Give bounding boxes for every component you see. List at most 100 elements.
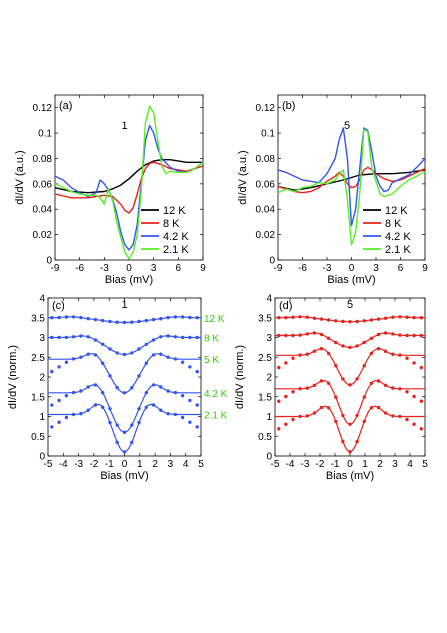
- data-point: [180, 315, 185, 319]
- data-point: [355, 319, 359, 324]
- x-axis-label: Bias (mV): [100, 470, 148, 482]
- data-point: [369, 336, 374, 340]
- legend-label: 2.1 K: [163, 244, 189, 256]
- data-point: [405, 417, 409, 422]
- data-point: [355, 377, 359, 381]
- data-point: [355, 344, 359, 348]
- data-point: [312, 316, 317, 320]
- x-axis-label: Bias (mV): [327, 274, 375, 286]
- data-point: [348, 345, 352, 350]
- series-line: [277, 166, 426, 194]
- data-point: [50, 425, 54, 429]
- data-point: [57, 335, 61, 340]
- x-tick-label: 6: [398, 263, 404, 274]
- data-point: [398, 333, 402, 337]
- data-point: [362, 340, 366, 345]
- x-tick-label: -1: [331, 459, 340, 470]
- y-tick-label: 0.12: [256, 103, 276, 114]
- y-tick-label: 0.1: [261, 129, 275, 140]
- data-point: [412, 394, 416, 399]
- data-point: [57, 398, 61, 403]
- y-tick-label: 0: [266, 452, 272, 463]
- data-point: [305, 315, 309, 319]
- data-point: [305, 414, 309, 418]
- data-point: [319, 332, 324, 337]
- data-point: [405, 333, 409, 338]
- x-axis-label: Bias (mV): [326, 470, 374, 482]
- data-point: [64, 315, 69, 319]
- data-point: [79, 315, 83, 320]
- x-tick-label: -3: [301, 459, 310, 470]
- x-tick-label: 6: [176, 263, 182, 274]
- data-point: [376, 332, 381, 337]
- data-point: [101, 405, 105, 409]
- data-point: [144, 342, 148, 346]
- data-point: [144, 405, 148, 409]
- data-point: [122, 391, 127, 395]
- sample-label: 5: [344, 120, 350, 132]
- data-point: [159, 335, 163, 339]
- data-point: [405, 315, 409, 319]
- data-point: [195, 335, 199, 340]
- y-tick-label: 2: [266, 373, 272, 384]
- data-point: [312, 411, 317, 415]
- data-point: [57, 315, 61, 320]
- data-point: [412, 333, 416, 338]
- temperature-label: 8 K: [204, 334, 219, 345]
- y-tick-label: 1.5: [258, 392, 272, 403]
- data-point: [376, 317, 381, 321]
- data-point: [166, 334, 170, 338]
- data-point: [334, 340, 338, 345]
- legend-label: 8 K: [163, 218, 180, 230]
- data-point: [369, 351, 374, 356]
- y-axis-label: dI/dV (norm.): [7, 345, 19, 409]
- y-axis-label: dI/dV (a.u.): [237, 150, 249, 204]
- data-point: [71, 412, 76, 417]
- data-point: [284, 333, 288, 338]
- data-point: [93, 353, 98, 357]
- data-point: [362, 419, 366, 424]
- data-point: [383, 411, 388, 415]
- data-point: [341, 319, 345, 324]
- data-point: [334, 395, 338, 399]
- series-line: [54, 159, 203, 194]
- data-point: [173, 335, 178, 339]
- fit-curve: [275, 332, 425, 349]
- fit-curve: [275, 380, 425, 425]
- y-tick-label: 0.02: [33, 230, 53, 241]
- x-tick-label: 5: [198, 459, 204, 470]
- data-point: [376, 347, 381, 351]
- data-point: [277, 365, 281, 370]
- y-tick-label: 0.06: [33, 179, 53, 190]
- data-point: [144, 391, 148, 395]
- data-point: [122, 320, 127, 325]
- data-point: [71, 335, 76, 339]
- data-point: [369, 381, 374, 385]
- data-point: [362, 364, 366, 368]
- data-point: [391, 414, 395, 418]
- data-point: [326, 351, 331, 356]
- x-tick-label: -3: [74, 459, 83, 470]
- data-point: [348, 383, 352, 387]
- data-point: [86, 335, 90, 339]
- data-point: [319, 317, 324, 321]
- legend-label: 4.2 K: [385, 231, 411, 243]
- x-tick-label: 1: [137, 459, 143, 470]
- data-point: [398, 353, 402, 357]
- data-point: [398, 414, 402, 419]
- data-point: [130, 320, 134, 324]
- data-point: [50, 335, 54, 340]
- data-point: [137, 407, 141, 411]
- y-tick-label: 0.04: [33, 205, 53, 216]
- data-point: [64, 394, 69, 398]
- data-point: [341, 413, 345, 418]
- x-tick-label: -2: [316, 459, 325, 470]
- data-point: [291, 417, 295, 422]
- data-point: [195, 425, 199, 429]
- data-point: [151, 353, 156, 357]
- fit-curve: [275, 405, 425, 453]
- data-point: [130, 423, 134, 427]
- fit-curve: [48, 353, 201, 394]
- data-point: [79, 334, 83, 338]
- data-point: [312, 331, 317, 335]
